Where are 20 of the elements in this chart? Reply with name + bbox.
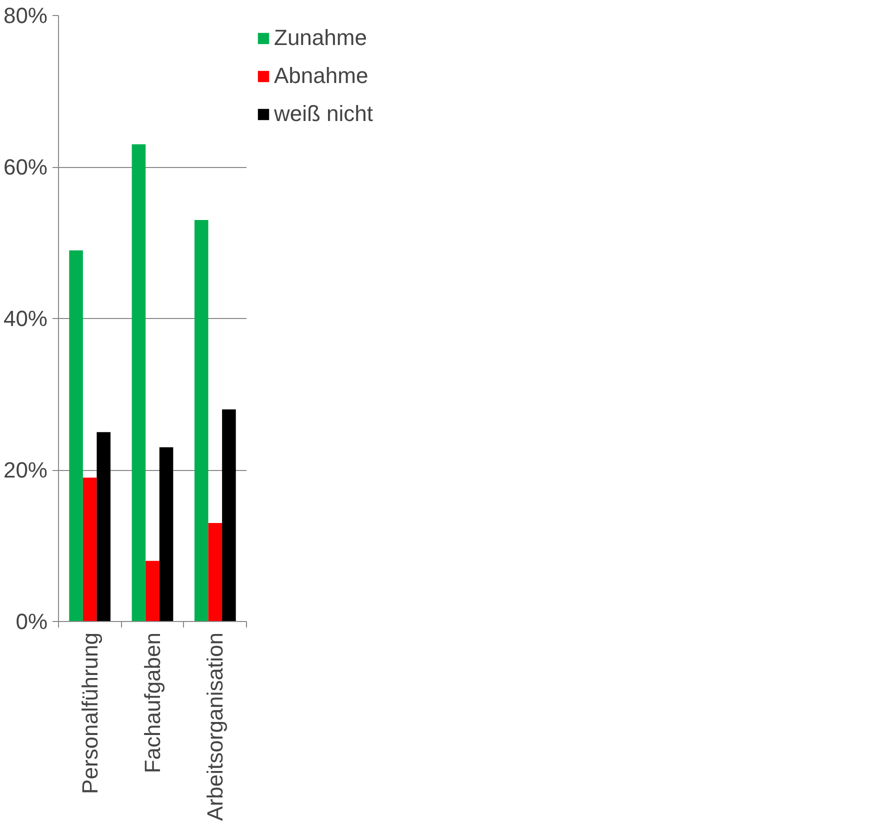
- bar: [222, 409, 236, 622]
- y-tick-label: 20%: [3, 458, 48, 482]
- bar: [82, 478, 97, 622]
- bar: [159, 447, 174, 622]
- x-tick-label: Arbeitsorganisation: [202, 632, 228, 821]
- legend-label: weiß nicht: [274, 101, 374, 127]
- legend-label: Abnahme: [274, 63, 368, 89]
- x-tick-label: Personalführung: [77, 632, 102, 794]
- y-tick-label: 80%: [3, 3, 48, 28]
- y-tick-label: 0%: [16, 609, 48, 634]
- legend-label: Zunahme: [274, 25, 367, 51]
- bar: [208, 523, 222, 622]
- bar: [194, 220, 208, 622]
- bar: [69, 250, 83, 622]
- bar: [146, 560, 160, 622]
- bar: [132, 144, 146, 622]
- y-tick-label: 60%: [3, 154, 48, 180]
- y-tick-label: 40%: [3, 306, 48, 331]
- bar: [96, 432, 111, 622]
- x-tick-label: Fachaufgaben: [140, 632, 165, 774]
